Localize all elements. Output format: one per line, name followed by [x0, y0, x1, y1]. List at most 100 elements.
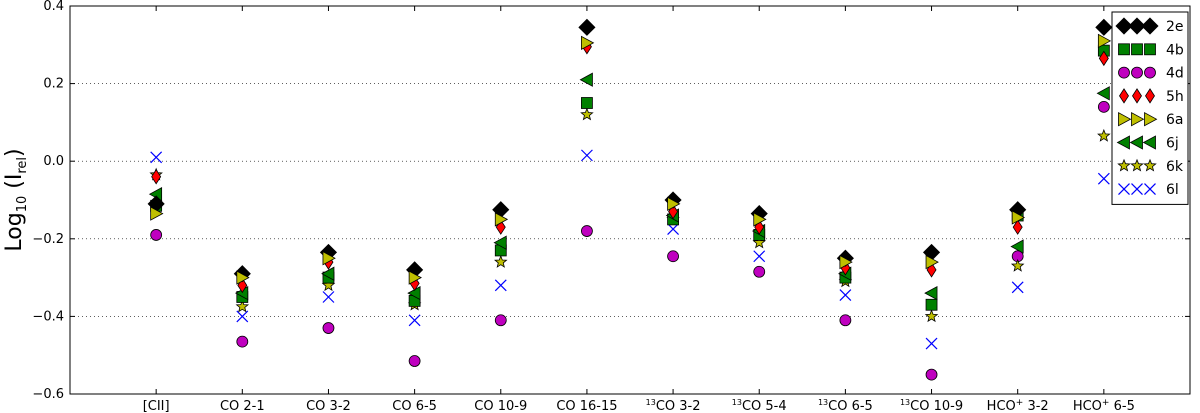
legend-marker-5h — [1132, 88, 1142, 104]
legend-marker-6l — [1131, 183, 1143, 196]
legend-marker-4b — [1131, 43, 1143, 56]
legend-label: 6l — [1166, 182, 1179, 198]
legend-marker-6a — [1144, 112, 1158, 127]
point-4d — [753, 265, 766, 278]
point-6l — [753, 250, 766, 263]
point-6j — [321, 266, 335, 281]
point-6j — [579, 72, 593, 87]
legend-marker-5h — [1119, 88, 1129, 104]
point-6l — [408, 314, 421, 327]
legend-marker-6a — [1131, 112, 1145, 127]
x-tick-label: CO 2-1 — [220, 399, 265, 413]
point-2e — [578, 18, 596, 36]
point-6l — [150, 151, 163, 164]
x-tick-label: 13CO 3-2 — [646, 398, 701, 413]
legend-marker-4d — [1131, 66, 1143, 79]
point-6l — [925, 337, 938, 350]
x-tick-label: CO 16-15 — [556, 399, 617, 413]
point-6k — [580, 107, 594, 121]
point-4d — [236, 335, 249, 348]
x-tick-label: HCO+ 3-2 — [987, 398, 1049, 413]
legend-entry-2e: 2e — [1115, 17, 1184, 35]
legend-marker-6l — [1144, 183, 1156, 196]
legend-label: 4d — [1166, 66, 1184, 82]
legend-marker-4b — [1118, 43, 1130, 56]
series-5h — [151, 39, 1109, 294]
point-6l — [667, 223, 680, 236]
x-tick-label: 13CO 6-5 — [818, 398, 873, 413]
point-5h — [151, 168, 162, 185]
series-6l — [150, 149, 1110, 350]
legend-marker-6j — [1116, 135, 1130, 150]
legend-marker-2e — [1115, 17, 1133, 35]
point-6k — [235, 299, 250, 313]
point-6k — [494, 254, 508, 268]
legend-label: 2e — [1166, 19, 1184, 35]
point-5h — [1098, 50, 1109, 67]
x-tick-label: [CII] — [143, 399, 170, 413]
legend-marker-4d — [1118, 66, 1130, 79]
point-4d — [494, 314, 507, 327]
legend-marker-4b — [1144, 43, 1156, 56]
legend-marker-6a — [1118, 112, 1132, 127]
point-4b — [925, 298, 938, 311]
legend-marker-6l — [1118, 183, 1130, 196]
point-4d — [839, 314, 852, 327]
legend-marker-2e — [1128, 17, 1146, 35]
legend-entry-6a: 6a — [1118, 112, 1184, 128]
legend-label: 6k — [1166, 159, 1184, 175]
legend-marker-6k — [1117, 158, 1131, 172]
x-tick-label: 13CO 5-4 — [732, 398, 787, 413]
legend-box — [1111, 11, 1189, 205]
point-6j — [1096, 86, 1110, 101]
point-6a — [839, 254, 853, 270]
point-6a — [150, 206, 164, 221]
x-tick-label: CO 10-9 — [474, 399, 527, 413]
point-6a — [322, 251, 336, 266]
legend-entry-6l: 6l — [1118, 182, 1179, 198]
x-tick-label: 13CO 10-9 — [900, 398, 963, 413]
legend-entry-5h: 5h — [1119, 88, 1184, 105]
y-tick-label: 0.4 — [43, 0, 64, 14]
series-6a — [150, 33, 1112, 285]
legend-marker-6j — [1129, 135, 1143, 150]
point-6a — [753, 212, 767, 227]
point-6a — [236, 270, 250, 285]
point-6l — [839, 289, 852, 301]
point-5h — [1012, 219, 1023, 235]
point-4b — [581, 97, 593, 109]
point-6a — [1097, 33, 1112, 49]
point-6k — [1010, 258, 1025, 272]
y-tick-label: 0.2 — [43, 77, 64, 92]
legend: 2e 4b 4d 5h 6a 6j 6k 6l — [1111, 11, 1189, 205]
legend-marker-5h — [1145, 88, 1155, 104]
point-6j — [924, 285, 938, 301]
point-6l — [580, 149, 593, 162]
legend-marker-6k — [1130, 158, 1144, 172]
legend-entry-6k: 6k — [1117, 158, 1184, 175]
legend-marker-6j — [1142, 135, 1156, 150]
series-4d — [150, 100, 1110, 381]
point-6k — [1097, 128, 1111, 142]
x-tick-label: HCO+ 6-5 — [1073, 398, 1135, 413]
point-6a — [408, 270, 422, 285]
point-6l — [322, 291, 335, 303]
plot-frame — [69, 5, 1191, 395]
point-6j — [1010, 239, 1024, 254]
point-6a — [925, 254, 939, 270]
point-6l — [494, 279, 507, 292]
series-6k — [149, 107, 1111, 323]
point-4d — [150, 229, 163, 241]
point-4d — [667, 250, 679, 263]
legend-marker-6k — [1143, 158, 1157, 172]
x-tick-label: CO 3-2 — [306, 399, 351, 413]
point-6k — [924, 309, 939, 323]
y-tick-label: 0.0 — [43, 154, 64, 169]
point-2e — [1095, 18, 1113, 36]
series-4b — [150, 44, 1110, 311]
legend-label: 6j — [1166, 136, 1179, 152]
point-6a — [667, 196, 681, 212]
legend-entry-4b: 4b — [1118, 42, 1184, 58]
